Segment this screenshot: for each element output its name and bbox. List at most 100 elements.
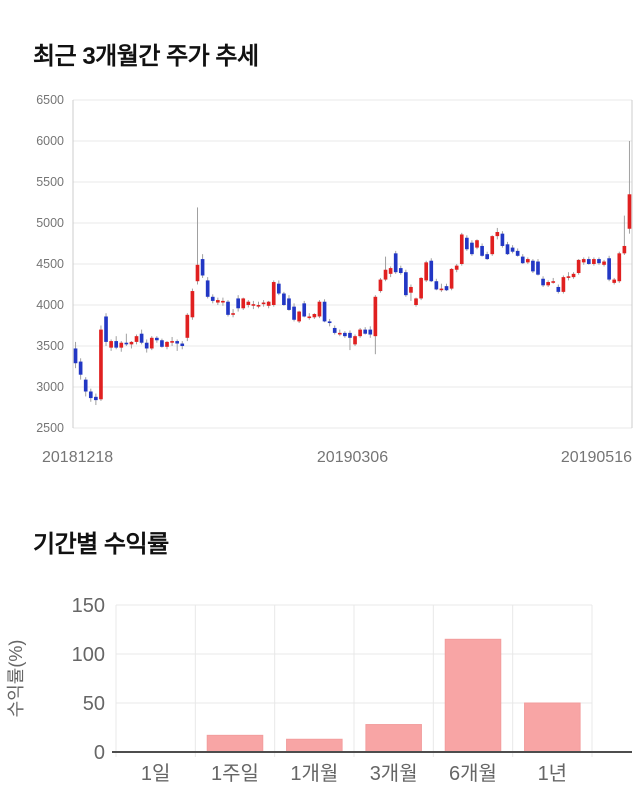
candle-up	[358, 329, 362, 337]
candle-up	[388, 268, 393, 274]
candle-down	[398, 268, 403, 274]
candle-down	[480, 245, 484, 256]
price-candlestick-chart: 6500 6000 5500 5000 4500 4000 3500 3000 2500 2018…	[36, 93, 633, 466]
candle-down	[343, 332, 347, 337]
candle-down	[505, 244, 510, 255]
candle-down	[541, 278, 545, 286]
y-tick-label: 0	[94, 742, 105, 764]
returns-bar-chart: 150 100 50 0 1일 1주일 1개월 3개월 6개월 1년 수익률(%)	[6, 595, 632, 785]
candle-up	[566, 276, 571, 278]
candle-up	[312, 314, 317, 318]
candle-up	[378, 279, 383, 292]
candle-up	[216, 300, 220, 303]
candle-up	[454, 265, 459, 270]
candle-up	[241, 298, 246, 309]
candle-down	[226, 301, 230, 315]
return-bar	[524, 702, 581, 753]
candle-up	[297, 311, 301, 322]
x-category-label: 1일	[141, 762, 171, 785]
candle-up	[581, 259, 586, 263]
candle-up	[551, 281, 556, 283]
candle-up	[495, 232, 500, 237]
candle-up	[99, 329, 103, 400]
candle-down	[404, 272, 408, 296]
candle-down	[434, 281, 439, 290]
candle-up	[409, 286, 413, 293]
candle-down	[83, 379, 88, 392]
price-chart-title: 최근 3개월간 주가 추세	[33, 43, 259, 70]
x-category-label: 1년	[538, 762, 568, 785]
candle-up	[475, 240, 479, 248]
candle-down	[332, 327, 337, 333]
candle-up	[571, 273, 576, 278]
x-tick-label: 20190306	[317, 449, 388, 466]
x-category-label: 3개월	[370, 762, 418, 785]
candle-down	[520, 256, 525, 264]
candle-down	[73, 348, 78, 364]
y-tick-label: 2500	[36, 421, 64, 435]
candle-down	[94, 396, 98, 401]
candle-down	[292, 306, 296, 320]
y-tick-label: 100	[72, 644, 105, 666]
candle-down	[510, 247, 515, 252]
candle-down	[236, 298, 240, 309]
returns-chart-title: 기간별 수익률	[33, 531, 169, 558]
candle-up	[490, 236, 495, 255]
candle-down	[180, 343, 185, 346]
candle-down	[276, 283, 281, 294]
candle-down	[200, 259, 205, 276]
candle-down	[327, 321, 332, 324]
y-tick-label: 6000	[36, 134, 64, 148]
y-tick-label: 5000	[36, 216, 64, 230]
candle-up	[592, 259, 596, 264]
candle-down	[322, 301, 327, 322]
candle-down	[205, 280, 210, 297]
candle-up	[373, 296, 378, 337]
candle-up	[165, 341, 169, 347]
y-tick-label: 4500	[36, 257, 64, 271]
y-tick-label: 6500	[36, 93, 64, 107]
candle-up	[525, 259, 530, 263]
candle-down	[88, 391, 93, 399]
candle-up	[546, 282, 550, 286]
candle-down	[160, 340, 164, 347]
return-bar	[206, 734, 264, 753]
y-axis-title: 수익률(%)	[6, 640, 26, 718]
x-category-label: 1주일	[211, 762, 259, 785]
candle-down	[531, 260, 535, 272]
candle-up	[266, 301, 271, 306]
candle-up	[383, 269, 388, 280]
candle-down	[155, 337, 159, 341]
candle-down	[393, 253, 398, 273]
candle-up	[449, 268, 454, 289]
return-bar	[365, 724, 422, 753]
candle-up	[185, 314, 190, 338]
candle-up	[170, 341, 174, 343]
candle-up	[337, 332, 342, 335]
candle-up	[307, 316, 312, 319]
candle-down	[124, 342, 129, 345]
x-category-label: 1개월	[290, 762, 338, 785]
candle-up	[602, 261, 606, 265]
candle-up	[414, 298, 418, 305]
candle-down	[465, 237, 469, 250]
candle-down	[287, 298, 291, 310]
candle-up	[459, 234, 464, 264]
candle-down	[144, 342, 149, 349]
candle-up	[149, 337, 154, 349]
candle-up	[256, 305, 261, 307]
candle-up	[561, 277, 566, 292]
candle-down	[556, 286, 561, 292]
candle-down	[175, 341, 180, 344]
candle-up	[627, 194, 632, 229]
candle-up	[439, 288, 444, 291]
candle-down	[114, 341, 119, 348]
candle-up	[622, 245, 627, 254]
x-tick-label: 20181218	[42, 449, 113, 466]
candle-down	[586, 259, 591, 264]
y-tick-label: 3000	[36, 380, 64, 394]
candle-down	[139, 333, 144, 343]
x-tick-label: 20190516	[561, 449, 632, 466]
y-tick-label: 5500	[36, 175, 64, 189]
candle-down	[368, 329, 373, 335]
